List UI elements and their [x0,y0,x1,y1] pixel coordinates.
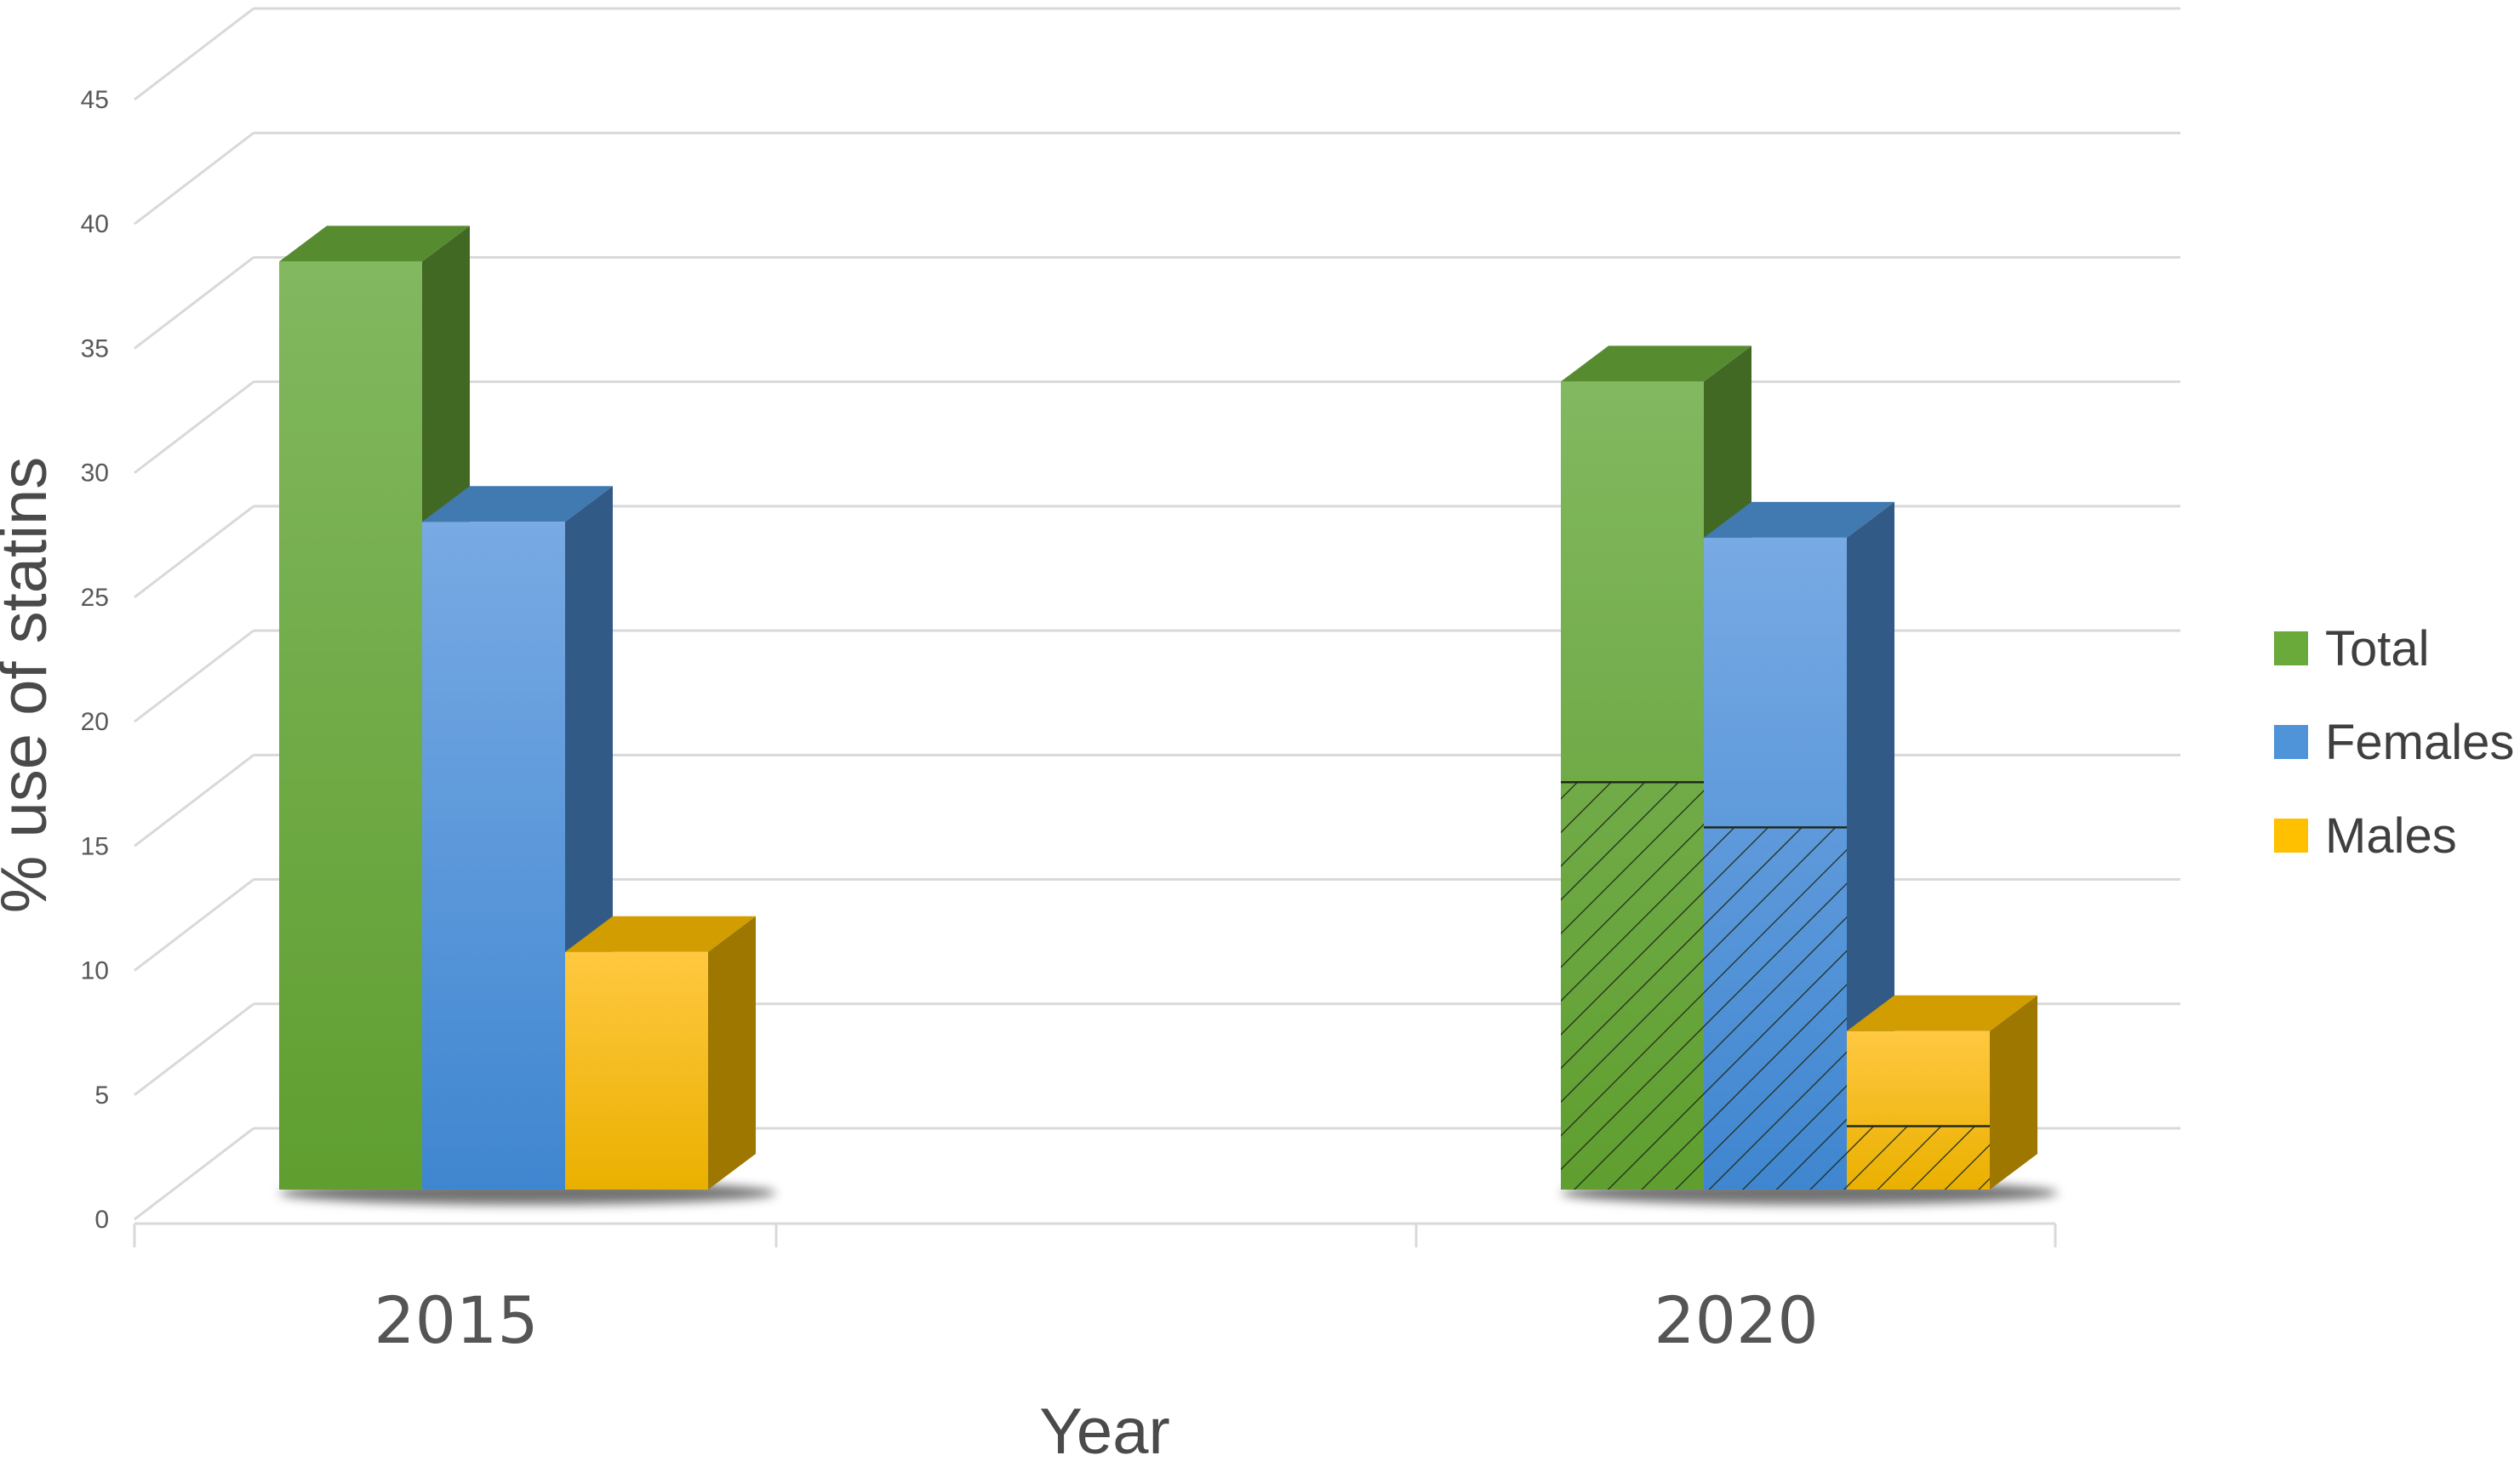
bar-top [1704,501,1894,538]
gridline-side [134,380,254,474]
bar-males-2020 [1847,995,2037,1190]
bar-males-2015 [565,916,756,1190]
bars [279,225,2058,1205]
bar-front [422,522,565,1190]
bar-front [279,261,422,1190]
y-tick-label: 10 [81,957,109,985]
gridline-side [134,7,254,101]
x-category-label: 2015 [374,1282,538,1358]
y-tick-label: 40 [81,210,109,238]
y-tick-label: 20 [81,708,109,736]
y-tick-label: 5 [94,1081,109,1110]
legend-label: Females [2325,715,2514,770]
gridline-side [134,629,254,723]
legend-swatch [2274,631,2308,665]
y-axis-title: % use of statins [0,457,60,914]
x-axis-title: Year [1039,1395,1170,1461]
gridline-side [134,132,254,225]
legend: Total Females Males [2274,621,2514,864]
gridline-side [134,1002,254,1096]
bar-top [1847,995,2037,1031]
legend-label: Total [2325,621,2430,676]
bar-top [1561,345,1751,382]
y-tick-label: 35 [81,334,109,362]
bar-top [279,225,470,262]
bar-side [708,916,756,1190]
gridline-side [134,878,254,972]
y-tick-label: 0 [94,1206,109,1234]
y-tick-label: 30 [81,459,109,488]
bar-top [565,916,756,952]
x-axis-categories: 2015 2020 [374,1282,1818,1358]
bar-side [1990,995,2037,1190]
bar-hatched-portion [1704,827,1847,1190]
x-category-label: 2020 [1654,1282,1818,1358]
y-tick-label: 25 [81,584,109,612]
bar-hatched-portion [1847,1126,1990,1190]
legend-swatch [2274,819,2308,853]
gridline-side [134,505,254,599]
legend-label: Males [2325,808,2457,864]
bar-top [422,486,613,522]
y-tick-label: 15 [81,832,109,860]
y-axis-ticks: 0 5 10 15 20 25 30 35 40 45 [81,86,109,1234]
bar-front [565,951,708,1190]
bar-hatched-portion [1561,782,1704,1190]
gridline-side [134,754,254,847]
y-tick-label: 45 [81,86,109,114]
bar-females-2020 [1704,501,1894,1190]
gridline-side [134,1127,254,1221]
bar-females-2015 [422,486,613,1190]
legend-swatch [2274,725,2308,759]
gridline-side [134,256,254,350]
